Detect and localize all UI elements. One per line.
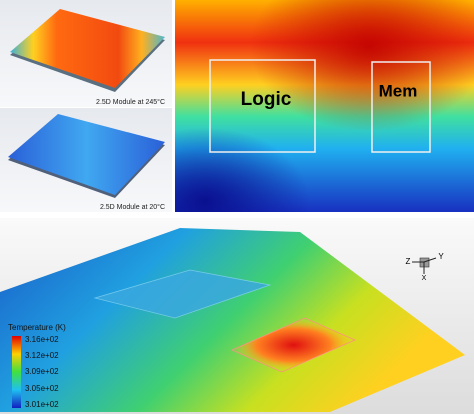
logic-label: Logic <box>241 89 292 110</box>
colorbar <box>12 336 21 408</box>
legend-label: 3.05e+02 <box>25 384 59 393</box>
axis-z: Z <box>406 257 411 266</box>
triad: Z Y X <box>406 252 445 282</box>
board-hot <box>10 9 165 88</box>
coldspot <box>175 0 474 212</box>
axis-y: Y <box>438 252 444 261</box>
board-3d <box>0 228 465 412</box>
legend-title: Temperature (K) <box>8 323 66 332</box>
mem-label: Mem <box>379 81 418 100</box>
logic-box <box>209 59 316 153</box>
mem-box <box>371 61 431 153</box>
chip-logic <box>93 269 272 319</box>
chip-mem <box>231 317 356 373</box>
axis-x: X <box>422 275 427 282</box>
caption: 2.5D Module at 245°C <box>96 98 165 106</box>
legend-label: 3.16e+02 <box>25 335 59 344</box>
board-cold <box>8 114 165 195</box>
legend-label: 3.01e+02 <box>25 400 59 409</box>
caption: 2.5D Module at 20°C <box>100 203 165 211</box>
legend-label: 3.12e+02 <box>25 351 59 360</box>
legend-label: 3.09e+02 <box>25 367 59 376</box>
